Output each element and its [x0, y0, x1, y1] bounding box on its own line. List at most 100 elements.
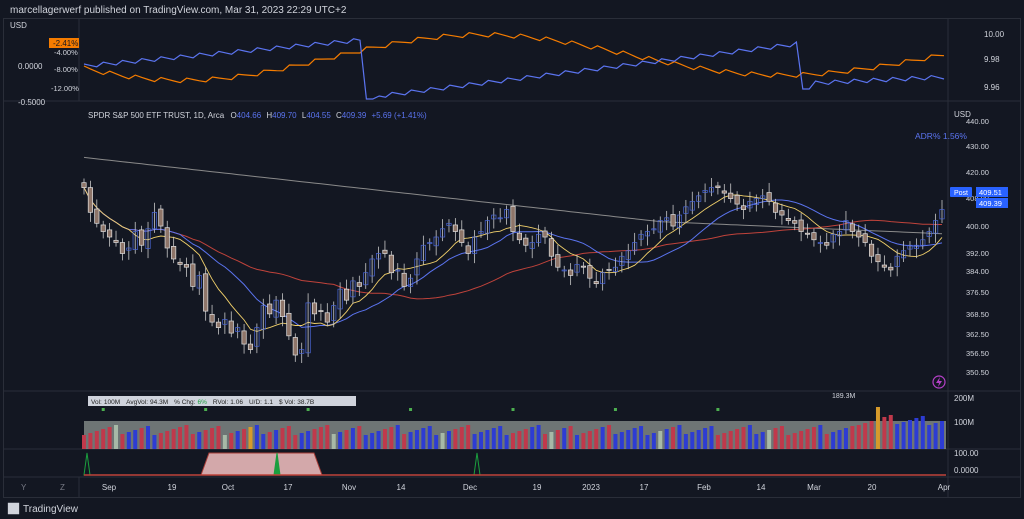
- candle: [580, 265, 586, 268]
- volume-marker: [306, 408, 310, 411]
- volume-bars: [82, 407, 946, 449]
- chart-canvas[interactable]: USD 0.0000 -0.5000 -2.41% -4.00% -8.00% …: [4, 19, 1020, 497]
- candle: [728, 192, 734, 199]
- volume-bar: [715, 435, 720, 449]
- candle: [516, 232, 522, 241]
- volume-bar: [677, 425, 682, 449]
- candle: [350, 280, 356, 298]
- volume-bar: [498, 426, 503, 449]
- time-label-5: 14: [397, 483, 406, 492]
- publisher-header: marcellagerwerf published on TradingView…: [10, 5, 347, 16]
- volume-bar: [146, 426, 151, 449]
- volume-stat-key: RVol:: [213, 399, 229, 406]
- volume-bar: [818, 425, 823, 449]
- volume-bar: [907, 420, 912, 449]
- candle: [504, 209, 510, 219]
- volume-bar: [581, 433, 586, 449]
- post-price: 409.51: [979, 188, 1002, 197]
- candle: [440, 228, 446, 238]
- volume-bar: [414, 430, 419, 449]
- volume-bar: [280, 428, 285, 449]
- volume-bar: [267, 432, 272, 449]
- candle: [241, 330, 247, 345]
- candle: [311, 302, 318, 315]
- volume-bar: [114, 425, 119, 449]
- volume-bar: [101, 429, 106, 449]
- volume-bar: [619, 432, 624, 449]
- volume-peak-label: 189.3M: [832, 393, 856, 400]
- volume-marker: [101, 408, 105, 411]
- volume-bar: [440, 433, 445, 449]
- volume-bar: [94, 431, 99, 449]
- candle: [343, 288, 350, 301]
- candle: [715, 185, 721, 188]
- volume-bar: [254, 425, 259, 449]
- bottom-tick-0: 100.00: [954, 449, 979, 458]
- bottom-signal-spike: [473, 452, 481, 476]
- volume-bar: [152, 435, 157, 449]
- time-label-12: Mar: [807, 483, 821, 492]
- candle: [779, 210, 785, 216]
- volume-bar: [600, 427, 605, 449]
- volume-bar: [850, 426, 855, 449]
- candle: [804, 232, 811, 235]
- volume-bar: [722, 433, 727, 449]
- volume-bar: [178, 427, 183, 449]
- candle: [657, 220, 663, 233]
- volume-bar: [933, 423, 938, 449]
- symbol-title: SPDR S&P 500 ETF TRUST, 1D, Arca: [88, 111, 225, 120]
- candle: [164, 227, 170, 249]
- candle: [830, 233, 836, 243]
- volume-bar: [843, 428, 848, 449]
- candle: [894, 255, 900, 268]
- volume-stats: Vol: 100M AvgVol: 94.3M % Chg: 6% RVol: 1.06 U/D…: [91, 399, 314, 406]
- volume-bar: [434, 435, 439, 449]
- candle: [888, 266, 894, 271]
- volume-bar: [568, 426, 573, 449]
- chart-container[interactable]: USD 0.0000 -0.5000 -2.41% -4.00% -8.00% …: [3, 18, 1021, 498]
- price-tick-10: 356.50: [966, 349, 989, 358]
- volume-bar: [901, 422, 906, 449]
- candle: [171, 246, 177, 260]
- volume-bar: [491, 428, 496, 449]
- volume-bar: [735, 429, 740, 449]
- volume-bar: [133, 430, 138, 449]
- candle: [427, 242, 433, 244]
- candle: [408, 277, 414, 287]
- lightning-icon[interactable]: [932, 375, 946, 389]
- candle: [369, 258, 375, 277]
- volume-bar: [363, 435, 368, 449]
- candle: [696, 195, 702, 202]
- volume-bar: [875, 407, 880, 449]
- candle: [901, 250, 907, 259]
- volume-bar: [306, 431, 311, 449]
- perf-badge-label: -2.41%: [53, 39, 78, 48]
- volume-bar: [831, 432, 836, 449]
- volume-bar: [261, 434, 266, 449]
- candle: [849, 223, 855, 232]
- volume-bar: [511, 433, 515, 449]
- volume-bar: [350, 428, 355, 449]
- volume-bar: [222, 435, 227, 449]
- time-label-0: Sep: [102, 483, 117, 492]
- volume-bar: [139, 428, 144, 449]
- tradingview-logo[interactable]: ⬛︎ TradingView: [8, 503, 78, 516]
- volume-stat-key: AvgVol:: [126, 399, 148, 406]
- time-label-8: 2023: [582, 483, 600, 492]
- volume-bar: [126, 432, 131, 449]
- price-axis[interactable]: 440.00430.00420.00408.00400.00392.00384.…: [966, 117, 989, 377]
- axis-btn-y[interactable]: Y: [21, 483, 27, 492]
- candle: [862, 233, 868, 243]
- volume-bar: [402, 434, 407, 449]
- candle: [235, 327, 241, 332]
- axis-btn-z[interactable]: Z: [60, 483, 65, 492]
- candle: [939, 209, 945, 220]
- adr-label: ADR% 1.56%: [915, 131, 967, 141]
- time-label-2: Oct: [222, 483, 235, 492]
- volume-bar: [88, 433, 93, 449]
- candle: [299, 349, 305, 354]
- time-axis[interactable]: Sep 19 Oct 17 Nov 14 Dec 19 2023 17 Feb 14 Mar 20 Apr: [102, 483, 951, 492]
- price-tick-11: 350.50: [966, 368, 989, 377]
- candle: [158, 208, 164, 227]
- candle: [881, 264, 887, 268]
